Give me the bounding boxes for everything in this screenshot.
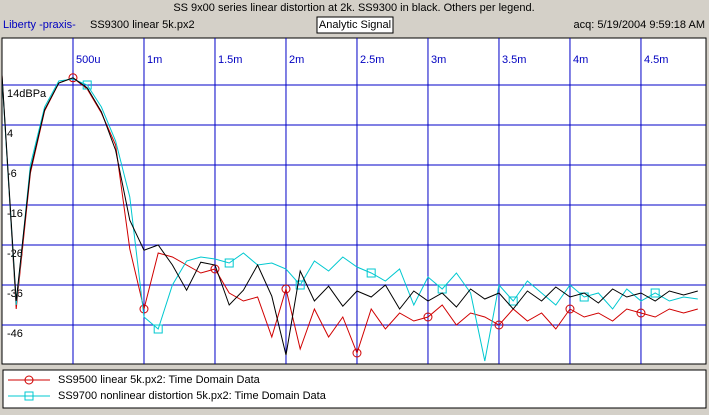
plot-area (1, 37, 707, 365)
y-tick-label: 4 (7, 128, 13, 140)
marker (636, 308, 646, 318)
legend-label: SS9500 linear 5k.px2: Time Domain Data (58, 374, 261, 386)
y-tick-label: -26 (7, 248, 23, 260)
x-tick-label: 2m (289, 54, 304, 66)
y-tick-label: -46 (7, 328, 23, 340)
mode: Analytic Signal (319, 19, 391, 31)
marker (423, 312, 433, 322)
x-tick-label: 4.5m (644, 54, 668, 66)
traces (2, 73, 698, 362)
marker (281, 284, 291, 294)
marker (352, 348, 362, 358)
legend-label: SS9700 nonlinear distortion 5k.px2: Time… (58, 390, 327, 402)
trace-line (2, 74, 698, 356)
marker (650, 288, 660, 298)
marker (295, 280, 305, 290)
x-tick-label: 2.5m (360, 54, 384, 66)
marker (68, 73, 78, 83)
trace-line (2, 76, 698, 362)
marker (24, 391, 34, 401)
marker (224, 258, 234, 268)
acquired: acq: 5/19/2004 9:59:18 AM (574, 19, 706, 31)
x-tick-label: 500u (76, 54, 100, 66)
x-tick-label: 1m (147, 54, 162, 66)
marker (153, 324, 163, 334)
x-tick-label: 3.5m (502, 54, 526, 66)
y-tick-label: -6 (7, 168, 17, 180)
marker (508, 296, 518, 306)
x-tick-label: 4m (573, 54, 588, 66)
marker (565, 304, 575, 314)
marker (24, 375, 34, 385)
legend (2, 369, 707, 409)
marker (494, 320, 504, 330)
chart-title: SS 9x00 series linear distortion at 2k. … (173, 2, 534, 14)
brand: Liberty -praxis- (3, 19, 76, 31)
reference-trace: SS9300 linear 5k.px2 (90, 19, 195, 31)
y-tick-label: 14dBPa (7, 88, 47, 100)
y-tick-label: -16 (7, 208, 23, 220)
x-tick-label: 1.5m (218, 54, 242, 66)
marker (366, 268, 376, 278)
x-tick-label: 3m (431, 54, 446, 66)
mode-box (316, 16, 394, 34)
